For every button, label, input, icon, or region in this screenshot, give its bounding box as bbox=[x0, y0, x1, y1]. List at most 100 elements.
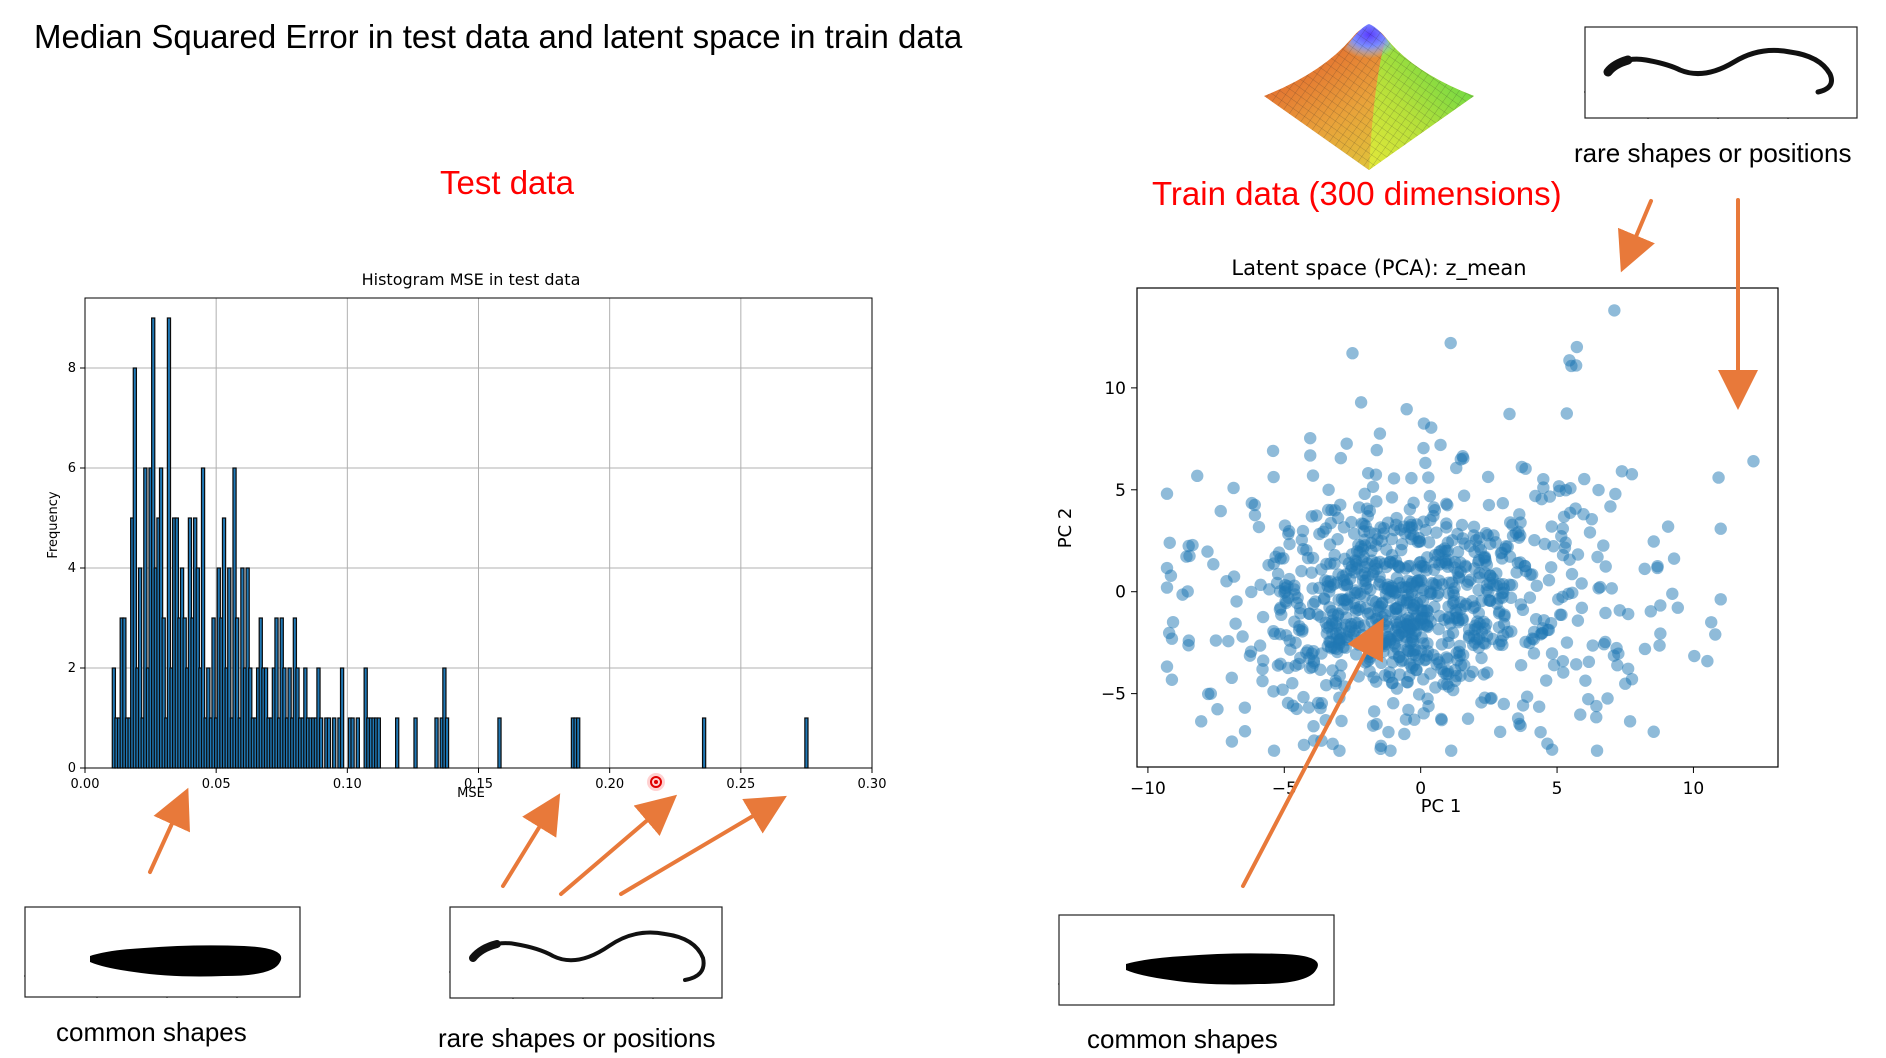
scatter-point bbox=[1534, 725, 1547, 739]
scatter-point bbox=[1621, 662, 1635, 675]
scatter-point bbox=[1195, 715, 1208, 728]
scatter-x-label: PC 1 bbox=[1421, 796, 1462, 817]
scatter-point bbox=[1451, 545, 1465, 559]
scatter-point bbox=[1435, 713, 1448, 727]
scatter-y-ticks: −5 0 5 10 bbox=[1101, 379, 1137, 705]
scatter-point bbox=[1564, 482, 1577, 495]
scatter-point bbox=[1433, 545, 1446, 558]
scatter-point bbox=[1605, 582, 1618, 595]
scatter-x-tick-label: 5 bbox=[1552, 779, 1563, 799]
scatter-point bbox=[1166, 615, 1180, 629]
scatter-point bbox=[1545, 647, 1559, 660]
scatter-point bbox=[1424, 667, 1437, 680]
scatter-point bbox=[1271, 567, 1285, 581]
scatter-point bbox=[1391, 631, 1404, 644]
scatter-point bbox=[1403, 559, 1417, 573]
scatter-point bbox=[1471, 615, 1484, 628]
scatter-point bbox=[1493, 725, 1507, 739]
scatter-point bbox=[1369, 468, 1383, 481]
scatter-point bbox=[1590, 699, 1603, 713]
scatter-point bbox=[1230, 595, 1243, 608]
scatter-point bbox=[1191, 469, 1204, 483]
scatter-point bbox=[1302, 701, 1316, 714]
scatter-point bbox=[1405, 521, 1419, 534]
scatter-point bbox=[1238, 725, 1252, 738]
scatter-point bbox=[1367, 671, 1380, 684]
scatter-point bbox=[1414, 644, 1428, 657]
scatter-point bbox=[1267, 470, 1280, 484]
scatter-point bbox=[1709, 628, 1722, 641]
scatter-point bbox=[1611, 659, 1624, 672]
scatter-point bbox=[1304, 449, 1317, 462]
scatter-point bbox=[1321, 503, 1335, 517]
scatter-point bbox=[1590, 711, 1603, 724]
scatter-point bbox=[1515, 460, 1529, 474]
histogram-x-tick-label: 0.25 bbox=[726, 777, 755, 792]
scatter-point bbox=[1688, 649, 1701, 663]
scatter-point bbox=[1163, 536, 1176, 549]
scatter-point bbox=[1390, 682, 1404, 695]
scatter-point bbox=[1433, 609, 1446, 623]
scatter-point bbox=[1328, 557, 1341, 570]
scatter-point bbox=[1359, 602, 1373, 615]
histogram-y-ticks: 0 2 4 6 8 bbox=[68, 361, 85, 776]
scatter-point bbox=[1207, 558, 1220, 571]
scatter-point bbox=[1705, 616, 1718, 629]
scatter-point bbox=[1442, 553, 1455, 566]
scatter-point bbox=[1201, 545, 1214, 558]
scatter-x-tick-label: 0 bbox=[1415, 779, 1426, 799]
scatter-point bbox=[1334, 451, 1348, 465]
scatter-point bbox=[1334, 498, 1347, 511]
scatter-point bbox=[1296, 542, 1310, 556]
scatter-point bbox=[1478, 691, 1491, 704]
scatter-point bbox=[1467, 520, 1481, 533]
scatter-point bbox=[1286, 677, 1299, 690]
scatter-point bbox=[1514, 719, 1527, 733]
scatter-point bbox=[1483, 576, 1497, 590]
scatter-point bbox=[1434, 438, 1447, 452]
scatter-point bbox=[1422, 700, 1435, 713]
scatter-point bbox=[1432, 586, 1445, 599]
scatter-point bbox=[1442, 629, 1455, 643]
scatter-point bbox=[1313, 527, 1326, 541]
scatter-point bbox=[1541, 737, 1554, 750]
scatter-point bbox=[1482, 498, 1496, 512]
scatter-point bbox=[1165, 673, 1179, 686]
scatter-point bbox=[1558, 541, 1572, 554]
scatter-point bbox=[1450, 669, 1463, 683]
scatter-point bbox=[1542, 623, 1556, 637]
scatter-point bbox=[1295, 564, 1308, 578]
scatter-point bbox=[1162, 626, 1176, 640]
rare-shape-thumbnail-bottom bbox=[449, 906, 723, 999]
scatter-point bbox=[1310, 509, 1323, 522]
scatter-y-tick-label: 0 bbox=[1115, 583, 1126, 603]
scatter-point bbox=[1591, 550, 1604, 564]
scatter-point bbox=[1463, 669, 1476, 683]
scatter-point bbox=[1496, 638, 1509, 652]
scatter-point bbox=[1478, 551, 1492, 565]
scatter-point bbox=[1510, 566, 1523, 579]
scatter-point bbox=[1553, 484, 1566, 498]
scatter-point bbox=[1419, 456, 1432, 470]
scatter-point bbox=[1281, 696, 1295, 710]
scatter-point bbox=[1582, 655, 1596, 669]
scatter-point bbox=[1306, 469, 1320, 482]
scatter-y-tick-label: 10 bbox=[1104, 379, 1126, 399]
histogram-bars bbox=[111, 317, 809, 769]
scatter-point bbox=[1374, 575, 1387, 588]
scatter-point bbox=[1373, 427, 1387, 440]
scatter-point bbox=[1456, 648, 1470, 662]
scatter-point bbox=[1294, 607, 1307, 620]
scatter-point bbox=[1398, 727, 1411, 741]
rare-shapes-caption-top: rare shapes or positions bbox=[1574, 138, 1852, 168]
scatter-point bbox=[1615, 465, 1629, 478]
scatter-point bbox=[1442, 612, 1456, 625]
scatter-point bbox=[1565, 567, 1579, 581]
scatter-point bbox=[1545, 520, 1558, 533]
scatter-point bbox=[1358, 487, 1371, 501]
scatter-point bbox=[1496, 497, 1510, 510]
scatter-point bbox=[1243, 649, 1257, 662]
scatter-point bbox=[1494, 547, 1508, 560]
scatter-point bbox=[1418, 654, 1431, 667]
scatter-point bbox=[1647, 535, 1660, 548]
